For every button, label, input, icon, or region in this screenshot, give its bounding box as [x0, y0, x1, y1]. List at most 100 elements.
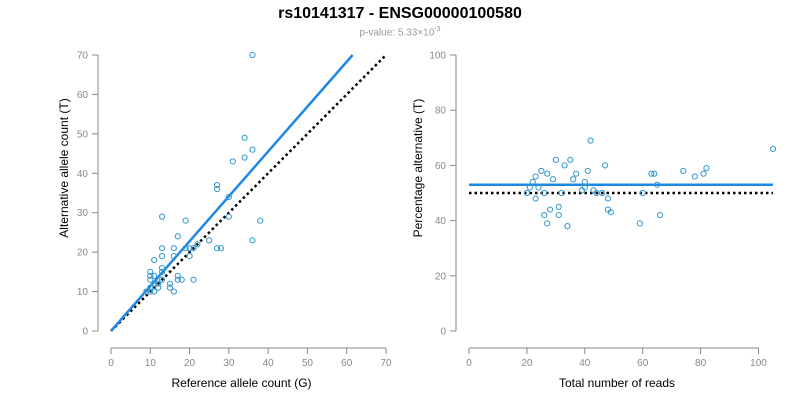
data-point — [147, 276, 154, 283]
data-point — [147, 288, 154, 295]
data-point — [549, 176, 557, 183]
data-point — [599, 189, 606, 197]
y-tick-label: 40 — [77, 169, 89, 180]
data-point — [656, 211, 664, 219]
data-point — [158, 252, 166, 260]
data-point — [143, 288, 150, 295]
data-point — [166, 280, 174, 287]
data-point — [573, 170, 580, 177]
data-point — [648, 170, 655, 177]
data-point — [155, 280, 162, 287]
y-tick-label: 0 — [82, 327, 88, 338]
y-tick-label: 70 — [77, 51, 89, 62]
data-point — [158, 264, 166, 272]
reference-line — [110, 54, 387, 332]
data-point — [170, 288, 177, 295]
data-point — [654, 181, 661, 188]
y-tick-label: 50 — [77, 129, 89, 140]
data-point — [544, 170, 551, 177]
data-point — [587, 137, 594, 144]
data-point — [213, 185, 221, 193]
y-tick-label: 0 — [440, 327, 446, 338]
x-axis-label: Reference allele count (G) — [171, 376, 311, 390]
data-point — [529, 178, 536, 186]
data-point — [182, 217, 189, 224]
data-point — [249, 237, 256, 244]
data-point — [158, 276, 166, 283]
x-tick-label: 100 — [750, 358, 767, 369]
data-point — [691, 173, 698, 180]
y-tick-label: 80 — [435, 106, 447, 117]
p-value-subtitle: p-value: 5.33×10-3 — [0, 24, 800, 39]
data-point — [541, 189, 548, 197]
data-point — [541, 211, 548, 219]
data-point — [581, 184, 588, 191]
y-tick-label: 20 — [77, 248, 89, 259]
data-point — [249, 146, 256, 153]
data-point — [213, 245, 221, 252]
data-point — [147, 268, 154, 275]
data-point — [158, 268, 166, 275]
x-tick-label: 20 — [184, 358, 196, 369]
data-point — [257, 217, 264, 224]
x-tick-label: 10 — [145, 358, 157, 369]
data-point — [535, 184, 542, 191]
data-point — [147, 272, 154, 279]
y-axis-label: Alternative allele count (T) — [57, 98, 71, 237]
data-point — [607, 209, 614, 216]
x-tick-label: 70 — [380, 358, 392, 369]
data-point — [190, 245, 197, 252]
p-value-exponent: -3 — [434, 26, 441, 33]
data-point — [564, 223, 571, 230]
data-point — [174, 272, 181, 279]
y-tick-label: 20 — [435, 271, 447, 282]
x-tick-label: 40 — [579, 358, 591, 369]
data-point — [538, 167, 545, 175]
x-tick-label: 40 — [263, 358, 275, 369]
data-point — [186, 252, 193, 260]
y-axis-label: Percentage alternative (T) — [411, 99, 425, 238]
y-tick-label: 30 — [77, 208, 89, 219]
data-point — [703, 165, 710, 172]
y-tick-label: 60 — [435, 161, 447, 172]
data-point — [570, 176, 577, 183]
y-tick-label: 100 — [429, 51, 446, 62]
data-point — [636, 220, 643, 227]
data-point — [194, 241, 201, 248]
data-point — [186, 245, 193, 252]
data-point — [544, 220, 551, 227]
data-point — [151, 288, 158, 295]
data-point — [151, 256, 158, 264]
x-tick-label: 30 — [223, 358, 235, 369]
data-point — [532, 195, 539, 202]
x-tick-label: 60 — [341, 358, 353, 369]
data-point — [584, 167, 591, 175]
p-value-text: p-value: 5.33×10 — [359, 27, 435, 39]
data-point — [190, 276, 197, 283]
chart-title: rs10141317 - ENSG00000100580 — [278, 5, 522, 22]
data-point — [166, 284, 174, 291]
data-point — [639, 189, 646, 197]
data-point — [182, 245, 189, 252]
data-point — [225, 193, 232, 201]
data-point — [151, 272, 158, 279]
data-point — [532, 173, 539, 180]
x-axis-label: Total number of reads — [559, 376, 675, 390]
data-point — [155, 284, 162, 291]
x-tick-label: 80 — [695, 358, 707, 369]
data-point — [229, 158, 236, 165]
data-point — [769, 145, 777, 152]
data-point — [567, 156, 574, 163]
data-point — [225, 213, 232, 220]
data-point — [249, 51, 256, 59]
data-point — [241, 134, 248, 141]
data-point — [178, 276, 185, 283]
data-point — [601, 162, 609, 169]
data-point — [217, 245, 225, 252]
data-point — [593, 189, 600, 197]
y-tick-label: 10 — [77, 287, 89, 298]
data-point — [241, 154, 248, 161]
data-point — [546, 206, 554, 213]
data-point — [206, 237, 213, 244]
data-point — [680, 167, 687, 175]
